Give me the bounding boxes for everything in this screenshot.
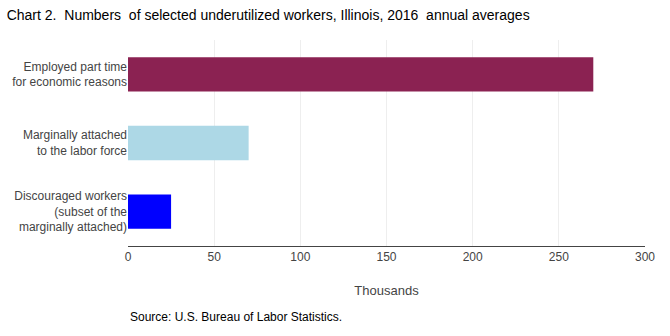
svg-text:Thousands: Thousands [354, 283, 419, 298]
svg-text:Chart 2. Numbers of selected: Chart 2. Numbers of selected underutiliz… [7, 7, 530, 23]
svg-text:100: 100 [290, 250, 310, 264]
svg-text:300: 300 [635, 250, 655, 264]
svg-text:Marginally attachedto the labo: Marginally attachedto the labor force [23, 128, 127, 158]
svg-text:Discouraged workers(subset of: Discouraged workers(subset of themargina… [14, 189, 127, 234]
svg-text:Source: U.S. Bureau of Labor S: Source: U.S. Bureau of Labor Statistics. [130, 310, 342, 324]
svg-text:0: 0 [125, 250, 132, 264]
svg-text:150: 150 [376, 250, 396, 264]
svg-text:200: 200 [463, 250, 483, 264]
svg-text:250: 250 [549, 250, 569, 264]
svg-text:50: 50 [207, 250, 221, 264]
svg-text:Employed part timefor economic: Employed part timefor economic reasons [12, 60, 127, 90]
